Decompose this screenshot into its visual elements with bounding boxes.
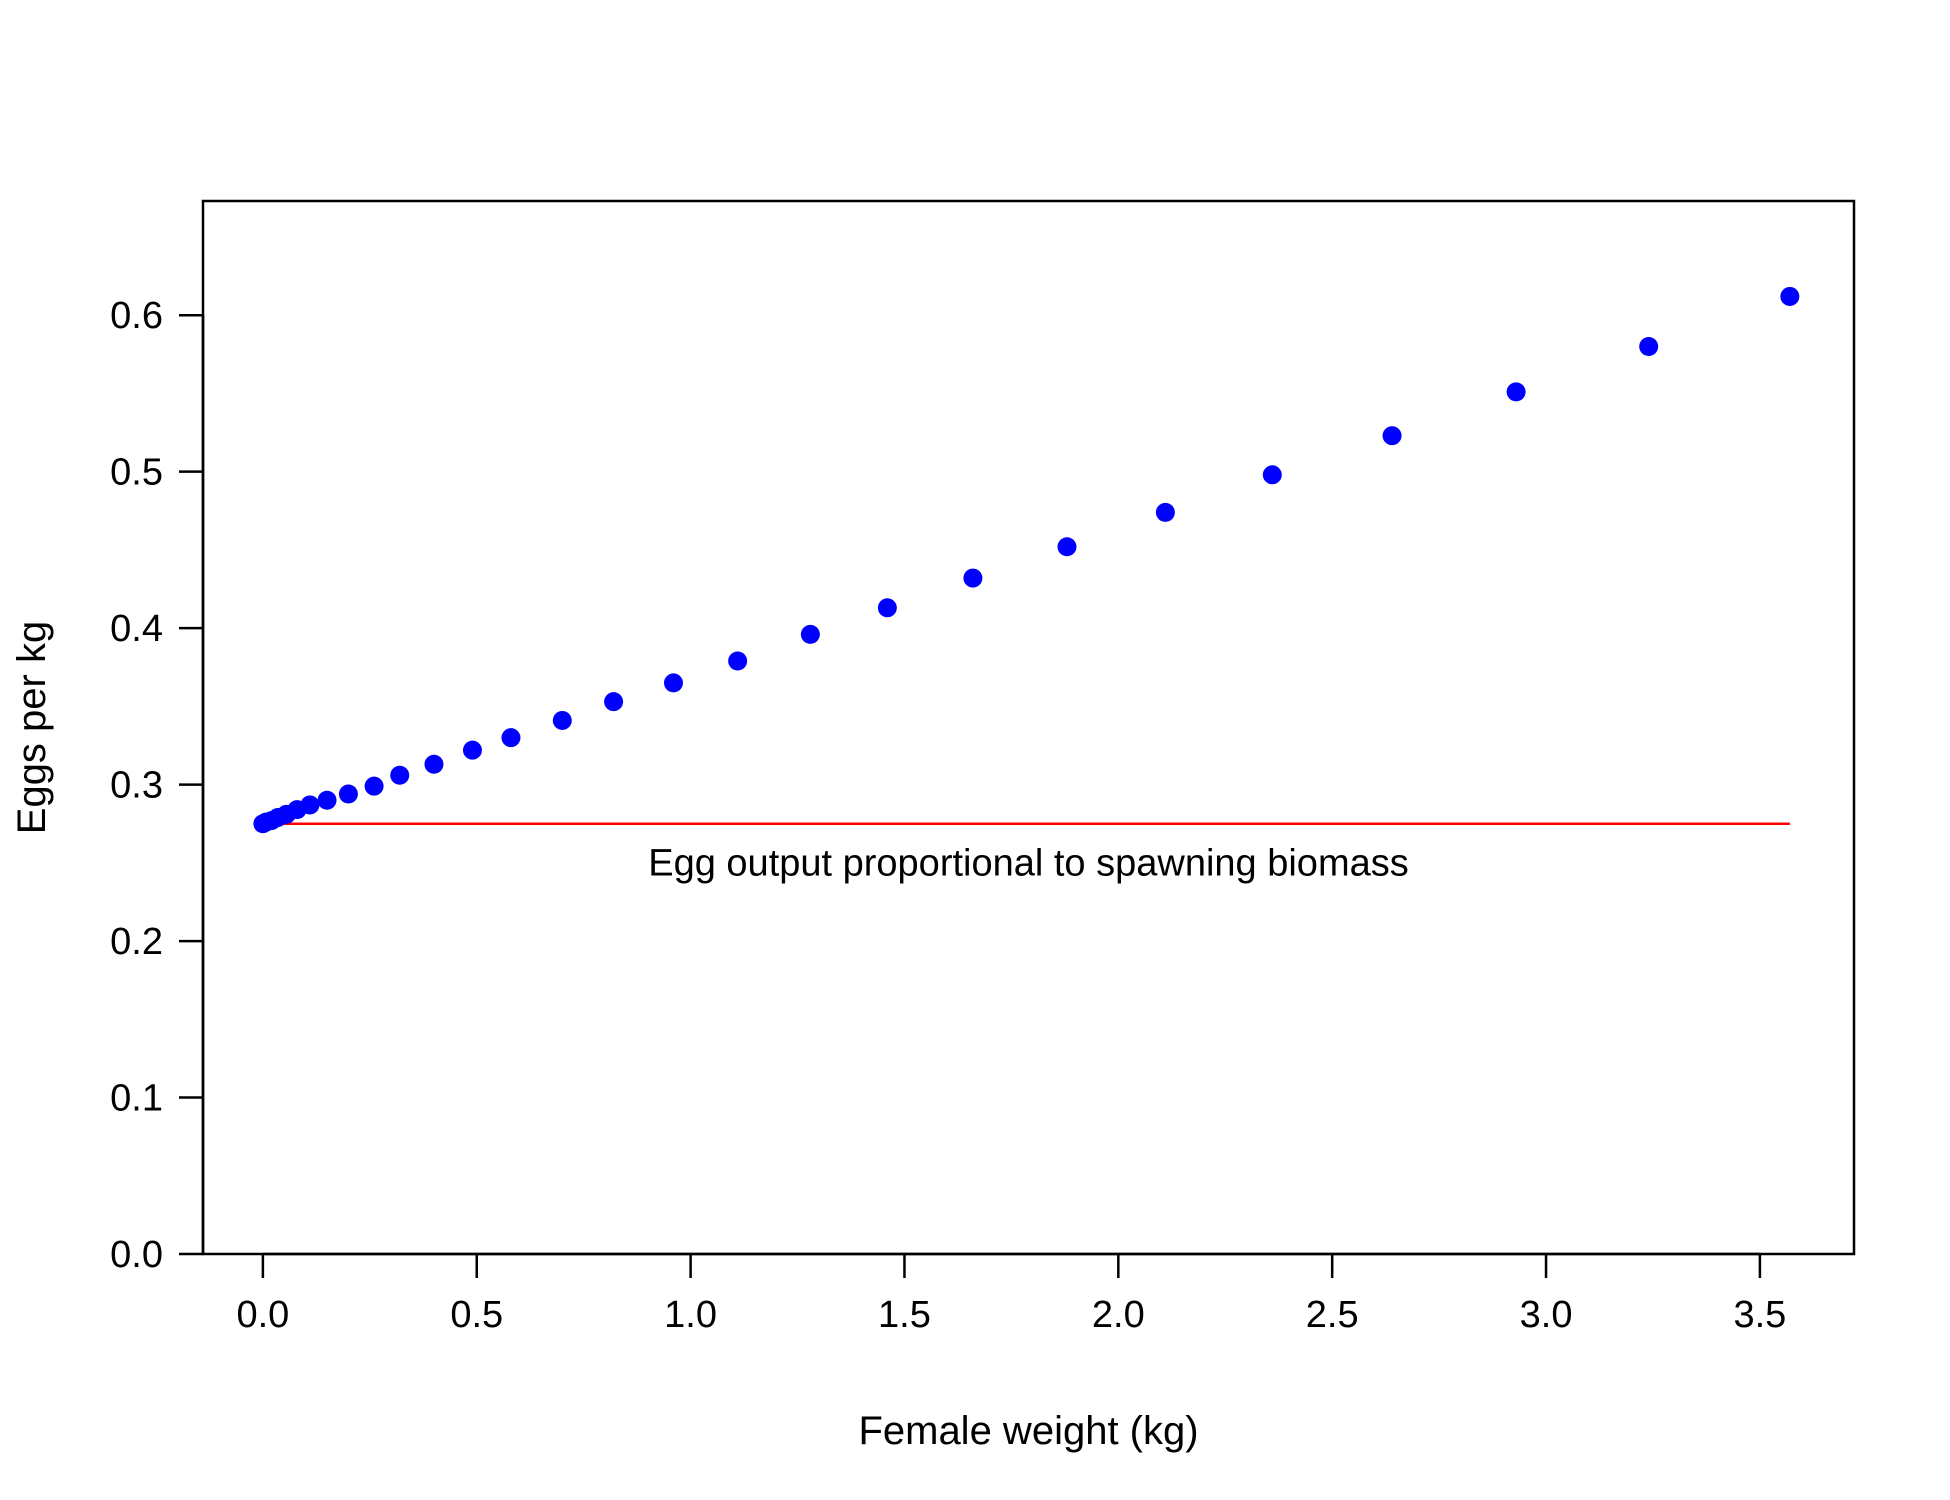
y-tick-label: 0.4 [110,608,163,650]
data-point [1780,286,1800,306]
plot-frame [201,199,1856,1256]
data-point [300,795,320,815]
data-point [501,728,521,748]
data-points [253,286,1800,834]
data-point [1639,337,1659,357]
data-point [462,740,482,760]
x-tick-label: 0.0 [236,1294,289,1336]
data-point [877,598,897,618]
x-axis: 0.0 0.5 1.0 1.5 2.0 2.5 3.0 3.5 [236,1252,1786,1336]
y-tick-label: 0.6 [110,295,163,337]
y-tick-label: 0.5 [110,452,163,494]
y-axis: 0.0 0.1 0.2 0.3 0.4 0.5 0.6 [110,295,205,1276]
data-point [963,568,983,588]
data-point [1262,465,1282,485]
data-point [338,784,358,804]
y-tick-label: 0.3 [110,765,163,807]
x-tick-label: 2.0 [1092,1294,1145,1336]
data-point [800,624,820,644]
data-point [424,754,444,774]
data-point [1506,382,1526,402]
x-axis-title: Female weight (kg) [858,1409,1198,1453]
data-point [317,790,337,810]
annotation-text: Egg output proportional to spawning biom… [648,842,1408,884]
data-point [604,692,624,712]
x-tick-label: 2.5 [1306,1294,1359,1336]
y-axis-title: Eggs per kg [10,621,54,834]
data-point [390,765,410,785]
x-tick-label: 3.5 [1733,1294,1786,1336]
data-point [728,651,748,671]
data-point [663,673,683,693]
y-tick-label: 0.1 [110,1078,163,1120]
x-tick-label: 1.5 [878,1294,931,1336]
data-point [364,776,384,796]
data-point [552,710,572,730]
x-tick-label: 1.0 [664,1294,717,1336]
data-point [1057,537,1077,557]
x-tick-label: 0.5 [450,1294,503,1336]
y-tick-label: 0.2 [110,921,163,963]
data-point [1155,502,1175,522]
data-point [1382,426,1402,446]
x-tick-label: 3.0 [1520,1294,1573,1336]
y-tick-label: 0.0 [110,1234,163,1276]
